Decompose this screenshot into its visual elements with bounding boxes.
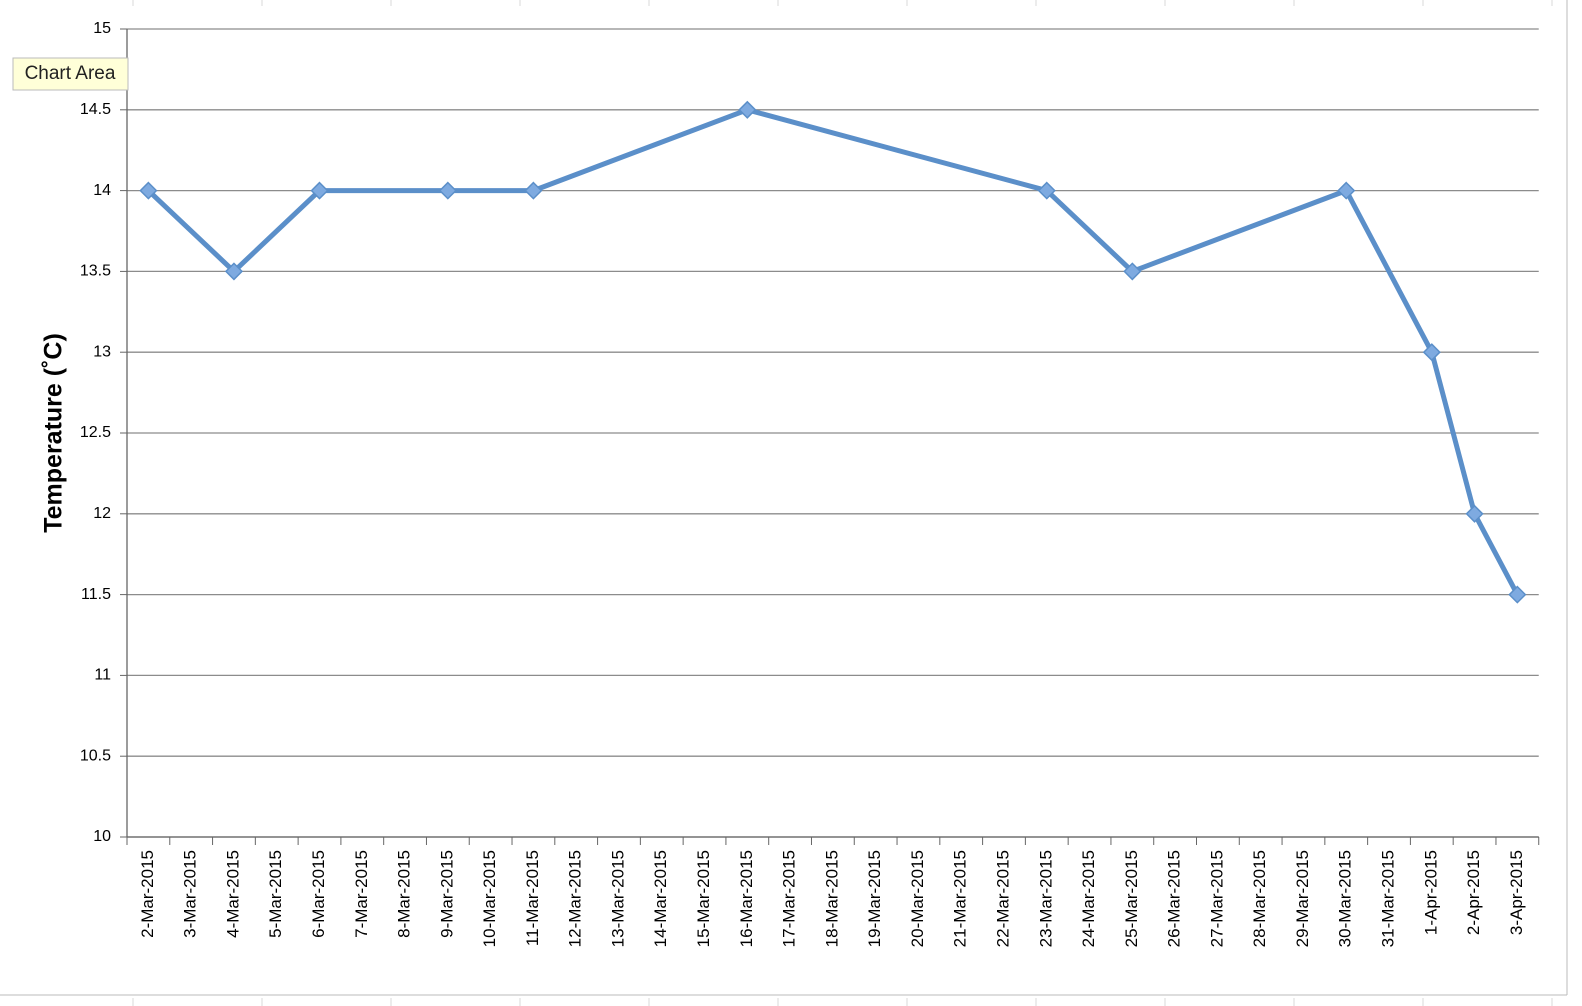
x-tick-label: 23-Mar-2015 <box>1036 850 1055 947</box>
marker <box>1508 585 1527 604</box>
marker <box>1337 181 1356 200</box>
marker <box>438 181 457 200</box>
marker <box>139 181 158 200</box>
marker <box>224 262 244 281</box>
y-tick-label: 12.5 <box>80 424 111 441</box>
x-tick-label: 20-Mar-2015 <box>908 850 927 947</box>
y-tick-label: 11 <box>94 667 111 684</box>
x-tick-label: 27-Mar-2015 <box>1207 850 1226 947</box>
y-tick-label: 10.5 <box>80 747 111 764</box>
x-tick-label: 28-Mar-2015 <box>1250 850 1269 947</box>
x-tick-label: 2-Mar-2015 <box>138 850 157 938</box>
x-tick-label: 2-Apr-2015 <box>1464 850 1483 935</box>
x-tick-label: 21-Mar-2015 <box>951 850 970 947</box>
marker <box>738 100 757 119</box>
x-tick-label: 22-Mar-2015 <box>993 850 1012 947</box>
x-tick-label: 8-Mar-2015 <box>395 850 414 938</box>
marker <box>1465 504 1484 523</box>
y-tick-label: 10 <box>93 828 111 845</box>
x-tick-label: 18-Mar-2015 <box>822 850 841 947</box>
x-tick-label: 1-Apr-2015 <box>1421 850 1440 935</box>
x-tick-label: 7-Mar-2015 <box>352 850 371 938</box>
plot-area: 10 10.5 11 11.5 12 12.5 13 13.5 14 14.5 15 2-Mar-20… <box>80 20 1540 947</box>
y-tick-label: 15 <box>93 20 111 37</box>
x-tick-label: 5-Mar-2015 <box>266 850 285 938</box>
x-tick-label: 25-Mar-2015 <box>1122 850 1141 947</box>
x-tick-label: 17-Mar-2015 <box>780 850 799 947</box>
x-tick-label: 30-Mar-2015 <box>1336 850 1355 947</box>
marker <box>1037 181 1056 200</box>
x-tick-label: 31-Mar-2015 <box>1378 850 1397 947</box>
y-tick-label: 11.5 <box>81 586 111 603</box>
x-tick-label: 24-Mar-2015 <box>1079 850 1098 947</box>
x-tick-label: 26-Mar-2015 <box>1165 850 1184 947</box>
x-tick-label: 19-Mar-2015 <box>865 850 884 947</box>
x-tick-label: 12-Mar-2015 <box>566 850 585 947</box>
x-tick-label: 9-Mar-2015 <box>437 850 456 938</box>
x-tick-label: 13-Mar-2015 <box>608 850 627 947</box>
y-tick-label: 12 <box>93 505 111 522</box>
x-tick-label: 14-Mar-2015 <box>651 850 670 947</box>
marker <box>1422 343 1441 362</box>
tooltip-text: Chart Area <box>25 63 116 84</box>
marker <box>310 181 329 200</box>
x-tick-label: 3-Mar-2015 <box>181 850 200 938</box>
tooltip <box>12 57 129 91</box>
y-axis-label: Temperature (˚C) <box>40 333 68 533</box>
data-line <box>146 107 1520 596</box>
x-tick-label: 3-Apr-2015 <box>1507 850 1526 935</box>
marker <box>1123 262 1142 281</box>
x-tick-label: 16-Mar-2015 <box>737 850 756 947</box>
y-tick-label: 14 <box>93 182 111 199</box>
x-tick-label: 15-Mar-2015 <box>694 850 713 947</box>
x-tick-label: 29-Mar-2015 <box>1293 850 1312 947</box>
y-tick-label: 13.5 <box>80 263 111 280</box>
y-tick-label: 13 <box>93 343 111 360</box>
sheet-grid <box>132 0 1553 1006</box>
x-tick-label: 4-Mar-2015 <box>223 850 242 938</box>
marker <box>524 181 543 200</box>
x-tick-label: 6-Mar-2015 <box>309 850 328 938</box>
y-tick-label: 14.5 <box>80 101 111 118</box>
x-tick-label: 11-Mar-2015 <box>523 850 542 946</box>
x-tick-label: 10-Mar-2015 <box>480 850 499 947</box>
